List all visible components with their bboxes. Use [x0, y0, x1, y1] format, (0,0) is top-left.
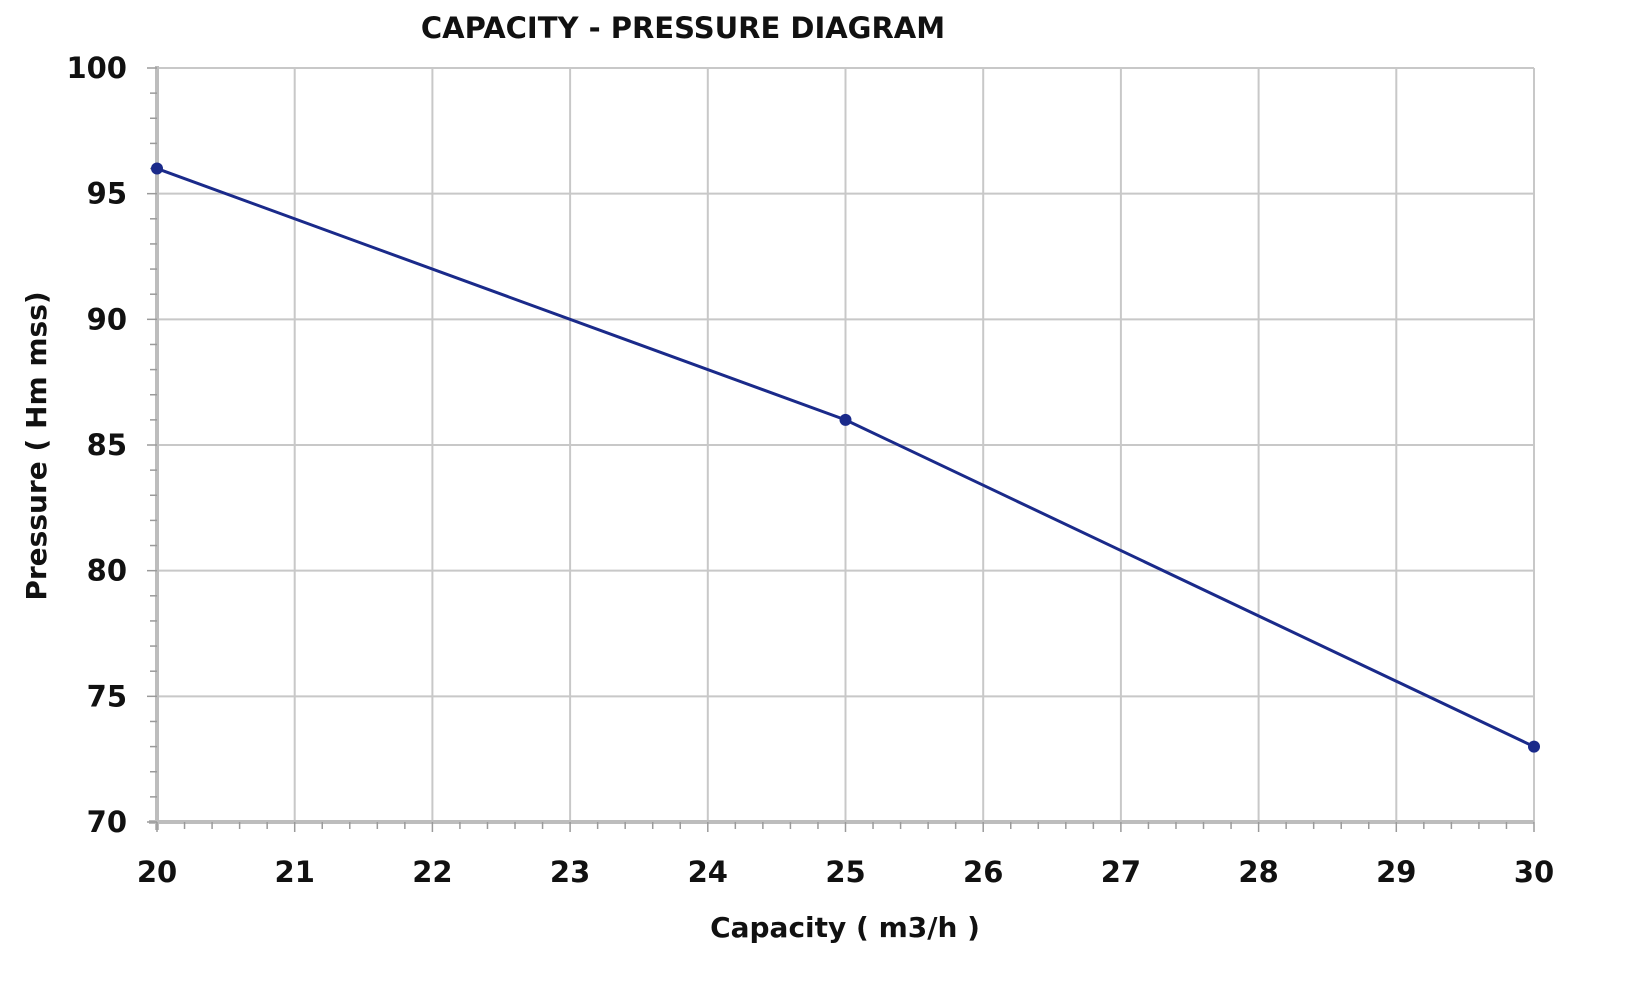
- data-point: [151, 162, 163, 175]
- x-tick-label: 20: [137, 855, 177, 889]
- x-tick-label: 27: [1101, 855, 1141, 889]
- x-tick-label: 29: [1376, 855, 1416, 889]
- y-tick-label: 90: [87, 302, 127, 336]
- data-point: [839, 413, 852, 426]
- y-tick-label: 80: [87, 554, 127, 588]
- grid: [156, 67, 1535, 823]
- data-point: [1528, 740, 1540, 753]
- axes: [147, 66, 1535, 832]
- tick-labels: 70 75 80 85 90 95 100 20 21 22 23 24 25 26 27 28 29 30: [66, 51, 1554, 889]
- x-tick-label: 28: [1238, 855, 1278, 889]
- y-tick-label: 70: [87, 805, 127, 839]
- x-tick-label: 26: [963, 855, 1003, 889]
- y-tick-label: 85: [87, 428, 127, 462]
- x-tick-label: 24: [688, 855, 728, 889]
- x-tick-label: 25: [825, 855, 865, 889]
- x-axis-label: Capacity ( m3/h ): [710, 911, 980, 944]
- x-tick-label: 22: [412, 855, 452, 889]
- series: [151, 162, 1540, 753]
- x-tick-label: 21: [275, 855, 315, 889]
- y-tick-label: 100: [66, 51, 127, 85]
- chart-title: CAPACITY - PRESSURE DIAGRAM: [421, 11, 945, 45]
- x-tick-label: 23: [550, 855, 590, 889]
- x-tick-label: 30: [1514, 855, 1554, 889]
- y-tick-label: 75: [87, 679, 127, 713]
- y-axis-label: Pressure ( Hm mss): [20, 291, 53, 600]
- y-tick-label: 95: [87, 177, 127, 211]
